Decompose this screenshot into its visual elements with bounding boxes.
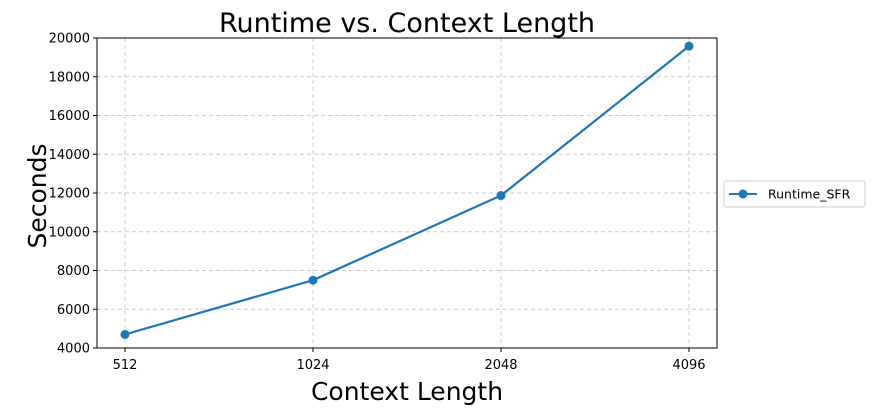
y-axis-label: Seconds bbox=[23, 143, 52, 248]
x-tick-label: 2048 bbox=[484, 358, 517, 373]
x-tick-label: 4096 bbox=[672, 358, 705, 373]
data-point bbox=[684, 41, 694, 51]
data-point bbox=[120, 329, 130, 339]
legend-box bbox=[723, 180, 866, 208]
series-layer bbox=[120, 41, 694, 339]
grid-lines bbox=[97, 37, 717, 349]
data-point bbox=[308, 275, 318, 285]
x-tick-label: 512 bbox=[113, 358, 138, 373]
legend: Runtime_SFR bbox=[723, 180, 866, 208]
y-tick-label: 20000 bbox=[49, 32, 90, 47]
series-line bbox=[124, 45, 690, 336]
y-tick-label: 18000 bbox=[49, 70, 90, 85]
y-tick-label: 4000 bbox=[57, 342, 90, 357]
y-tick-label: 12000 bbox=[49, 187, 90, 202]
legend-label: Runtime_SFR bbox=[768, 187, 851, 202]
x-tick-label: 1024 bbox=[296, 358, 329, 373]
data-point bbox=[496, 191, 506, 201]
y-tick-label: 14000 bbox=[49, 148, 90, 163]
y-tick-label: 16000 bbox=[49, 109, 90, 124]
y-tick-label: 6000 bbox=[57, 303, 90, 318]
x-axis-label: Context Length bbox=[311, 377, 503, 406]
x-axis-ticks: 512 1024 2048 4096 bbox=[113, 348, 706, 373]
legend-marker bbox=[738, 189, 748, 199]
chart-title: Runtime vs. Context Length bbox=[219, 8, 595, 39]
y-tick-label: 10000 bbox=[49, 225, 90, 240]
y-axis-ticks: 4000 6000 8000 10000 12000 14000 16000 18000 200… bbox=[49, 32, 97, 357]
y-tick-label: 8000 bbox=[57, 264, 90, 279]
